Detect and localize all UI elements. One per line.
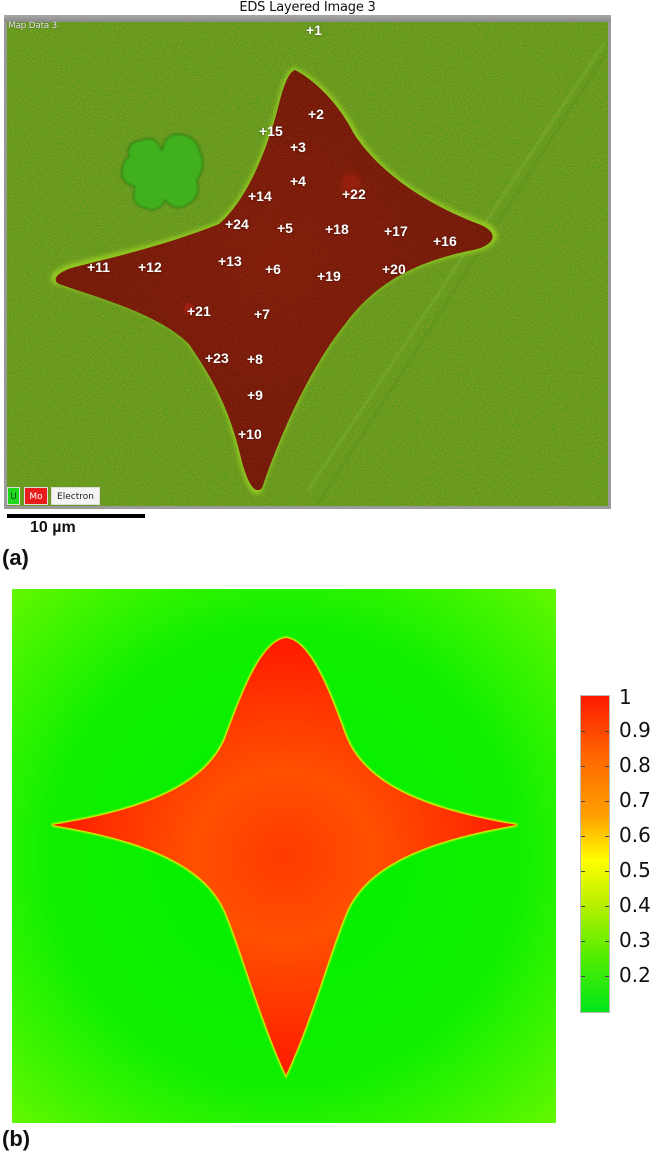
point-label: +4 <box>290 173 306 189</box>
colorbar-label: 0.8 <box>619 753 651 777</box>
eds-map-image <box>7 22 608 506</box>
point-label: +21 <box>187 303 211 319</box>
point-label: +16 <box>433 233 457 249</box>
map-data-label: Map Data 3 <box>8 21 57 31</box>
point-label: +19 <box>317 268 341 284</box>
point-label: +5 <box>277 220 293 236</box>
point-label: +24 <box>225 216 249 232</box>
scale-bar-label: 10 µm <box>30 519 76 536</box>
colorbar-label: 0.4 <box>619 893 651 917</box>
colorbar-label: 0.5 <box>619 858 651 882</box>
point-label: +23 <box>205 350 229 366</box>
layer-chip-mo[interactable]: Mo <box>24 487 48 505</box>
simulation-heatmap <box>12 589 556 1123</box>
point-label: +7 <box>254 306 270 322</box>
layer-chip-u[interactable]: U <box>7 487 20 505</box>
point-label: +6 <box>265 261 281 277</box>
image-window-titlebar <box>4 15 611 22</box>
point-label: +12 <box>138 259 162 275</box>
point-label: +15 <box>259 123 283 139</box>
point-label: +1 <box>306 22 322 38</box>
colorbar-label: 0.9 <box>619 718 651 742</box>
colorbar-label: 0.3 <box>619 928 651 952</box>
scale-bar <box>7 514 145 518</box>
point-label: +17 <box>384 223 408 239</box>
eds-layered-image <box>4 15 611 509</box>
point-label: +13 <box>218 253 242 269</box>
point-label: +20 <box>382 261 406 277</box>
point-label: +18 <box>325 221 349 237</box>
point-label: +9 <box>247 387 263 403</box>
colorbar-label: 0.6 <box>619 823 651 847</box>
clover-feature <box>120 133 204 211</box>
point-label: +22 <box>342 186 366 202</box>
colorbar <box>580 695 610 1013</box>
layer-chip-electron[interactable]: Electron <box>51 487 100 505</box>
point-label: +2 <box>308 106 324 122</box>
colorbar-label: 1 <box>619 685 632 709</box>
panel-a-title: EDS Layered Image 3 <box>239 0 376 15</box>
colorbar-label: 0.7 <box>619 788 651 812</box>
point-label: +10 <box>238 426 262 442</box>
point-label: +3 <box>290 139 306 155</box>
point-label: +14 <box>248 188 272 204</box>
point-label: +11 <box>87 259 110 275</box>
point-label: +8 <box>247 351 263 367</box>
panel-a-label: (a) <box>2 545 29 570</box>
panel-b-label: (b) <box>2 1126 31 1151</box>
colorbar-label: 0.2 <box>619 963 651 987</box>
